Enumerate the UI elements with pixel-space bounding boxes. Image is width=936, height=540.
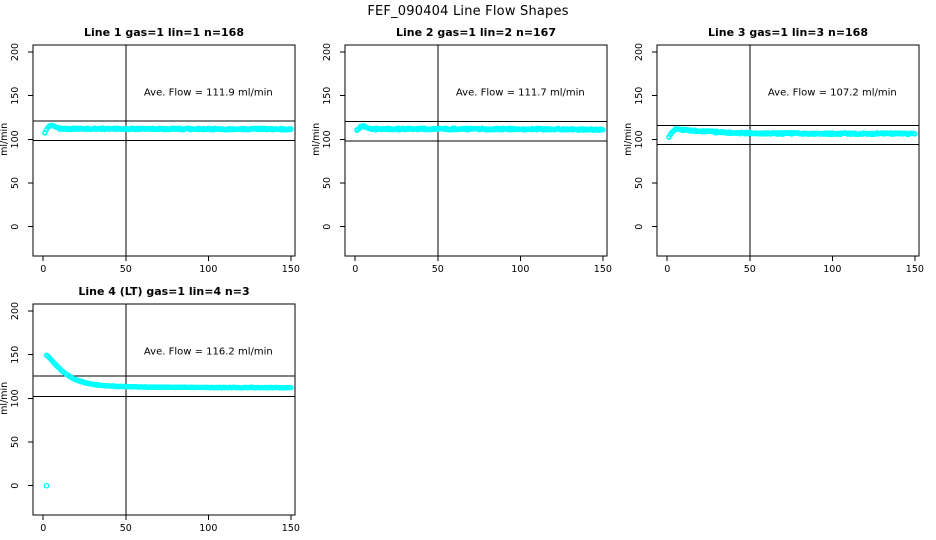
panel-title: Line 4 (LT) gas=1 lin=4 n=3 — [78, 285, 249, 298]
y-tick-label: 200 — [634, 43, 645, 61]
y-tick-label: 100 — [634, 130, 645, 148]
panel-2-plot: Line 2 gas=1 lin=2 n=167 Ave. Flow = 111.… — [312, 26, 612, 275]
x-tick-label: 100 — [199, 523, 217, 534]
plot-box — [32, 44, 296, 257]
data-series — [43, 352, 294, 489]
y-tick-label: 0 — [10, 224, 21, 230]
x-tick-label: 0 — [664, 264, 670, 275]
x-tick-label: 50 — [432, 264, 444, 275]
y-tick-label: 50 — [10, 436, 21, 448]
panel-title: Line 2 gas=1 lin=2 n=167 — [396, 26, 556, 39]
x-tick-label: 0 — [40, 523, 46, 534]
x-tick-label: 50 — [120, 523, 132, 534]
y-tick-label: 100 — [10, 130, 21, 148]
x-tick-label: 100 — [199, 264, 217, 275]
y-tick-label: 100 — [10, 389, 21, 407]
plot-box — [656, 44, 920, 257]
data-series — [666, 125, 918, 140]
y-tick-label: 150 — [10, 87, 21, 105]
x-tick-label: 0 — [40, 264, 46, 275]
panel-title: Line 3 gas=1 lin=3 n=168 — [708, 26, 868, 39]
y-tick-label: 150 — [10, 346, 21, 364]
y-tick-label: 0 — [634, 224, 645, 230]
avg-flow-annotation: Ave. Flow = 111.9 ml/min — [144, 88, 273, 99]
avg-flow-annotation: Ave. Flow = 111.7 ml/min — [456, 88, 585, 99]
y-tick-label: 0 — [10, 483, 21, 489]
data-point — [600, 127, 606, 133]
x-tick-label: 150 — [282, 523, 300, 534]
page-title: FEF_090404 Line Flow Shapes — [367, 4, 569, 19]
plot-box — [344, 44, 608, 257]
x-tick-label: 50 — [744, 264, 756, 275]
outlier-point — [43, 482, 50, 489]
y-tick-label: 50 — [322, 177, 333, 189]
y-tick-label: 50 — [634, 177, 645, 189]
y-tick-label: 150 — [322, 87, 333, 105]
y-tick-label: 200 — [10, 302, 21, 320]
y-tick-label: 100 — [322, 130, 333, 148]
x-tick-label: 150 — [282, 264, 300, 275]
avg-flow-annotation: Ave. Flow = 116.2 ml/min — [144, 347, 273, 358]
data-series — [354, 122, 606, 134]
x-tick-label: 50 — [120, 264, 132, 275]
y-tick-label: 50 — [10, 177, 21, 189]
y-tick-label: 200 — [10, 43, 21, 61]
x-tick-label: 150 — [906, 264, 924, 275]
y-tick-label: 150 — [634, 87, 645, 105]
panel-4-plot: Line 4 (LT) gas=1 lin=4 n=3 Ave. Flow = 1… — [0, 285, 300, 534]
data-point — [912, 131, 918, 137]
panel-title: Line 1 gas=1 lin=1 n=168 — [84, 26, 244, 39]
y-tick-label: 0 — [322, 224, 333, 230]
panel-1-plot: Line 1 gas=1 lin=1 n=168 Ave. Flow = 111.… — [0, 26, 300, 275]
x-tick-label: 0 — [352, 264, 358, 275]
panel-3-plot: Line 3 gas=1 lin=3 n=168 Ave. Flow = 107.… — [624, 26, 924, 275]
y-tick-label: 200 — [322, 43, 333, 61]
avg-flow-annotation: Ave. Flow = 107.2 ml/min — [768, 88, 897, 99]
data-point — [288, 126, 294, 132]
data-point — [288, 384, 294, 391]
y-axis-label: ml/min — [312, 123, 322, 156]
plot-box — [32, 303, 296, 516]
y-axis-label: ml/min — [0, 123, 10, 156]
y-axis-label: ml/min — [624, 123, 634, 156]
y-axis-label: ml/min — [0, 382, 10, 415]
x-tick-label: 100 — [511, 264, 529, 275]
x-tick-label: 100 — [823, 264, 841, 275]
x-tick-label: 150 — [594, 264, 612, 275]
data-series — [42, 122, 294, 136]
